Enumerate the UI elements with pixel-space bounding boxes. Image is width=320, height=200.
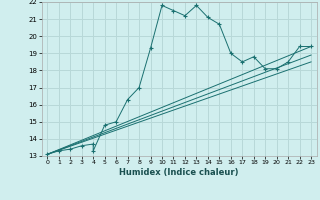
- X-axis label: Humidex (Indice chaleur): Humidex (Indice chaleur): [119, 168, 239, 177]
